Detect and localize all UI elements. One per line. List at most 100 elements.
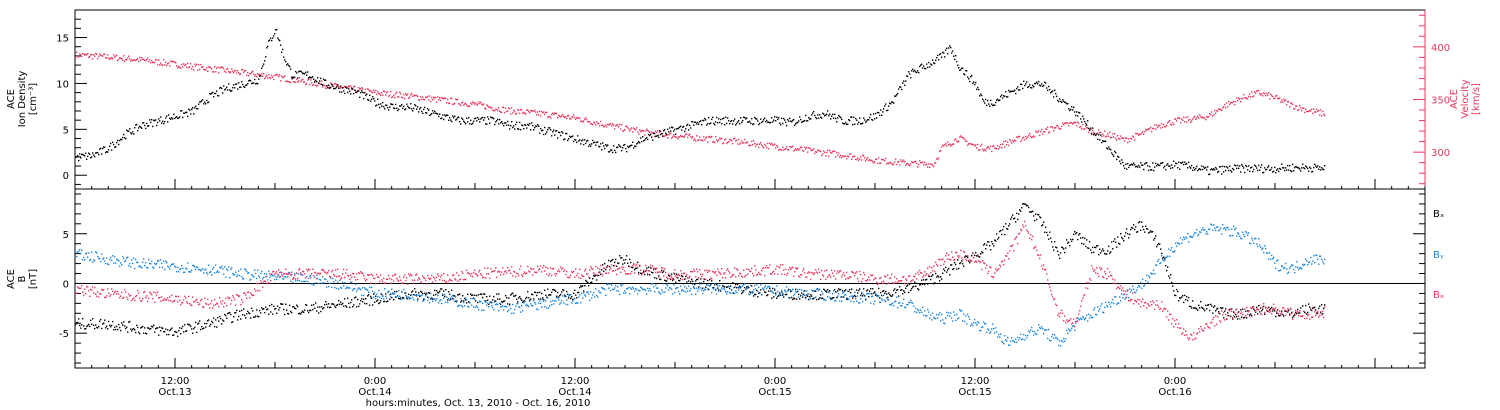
- velocity-point: [109, 58, 111, 60]
- density-point: [834, 113, 836, 115]
- bx-point: [644, 273, 646, 276]
- density-point: [152, 125, 154, 128]
- by-point: [385, 295, 387, 298]
- bx-point: [229, 311, 231, 314]
- velocity-point: [292, 76, 294, 78]
- density-point: [839, 115, 841, 118]
- density-point: [871, 118, 873, 121]
- density-point: [1165, 169, 1167, 171]
- velocity-point: [867, 157, 869, 159]
- bx-point: [658, 275, 660, 277]
- velocity-point: [1086, 127, 1088, 129]
- density-point: [367, 99, 369, 101]
- by-point: [1000, 333, 1002, 335]
- density-point: [439, 113, 441, 115]
- velocity-point: [975, 144, 977, 146]
- velocity-point: [1309, 109, 1311, 112]
- bx-point: [1028, 206, 1030, 209]
- bx-point: [1158, 242, 1160, 245]
- velocity-point: [1227, 106, 1229, 108]
- bx-point: [627, 262, 629, 264]
- velocity-point: [788, 149, 790, 151]
- bx-point: [334, 305, 336, 307]
- density-point: [406, 103, 408, 105]
- velocity-point: [539, 110, 541, 112]
- bx-point: [1095, 246, 1097, 249]
- density-point: [1042, 85, 1044, 88]
- velocity-point: [176, 65, 178, 67]
- velocity-point: [1093, 132, 1095, 134]
- bx-point: [649, 274, 651, 276]
- by-point: [157, 260, 159, 262]
- density-point: [976, 88, 978, 90]
- by-point: [803, 290, 805, 293]
- by-point: [1030, 329, 1032, 331]
- bx-point: [359, 303, 361, 305]
- by-point: [866, 293, 868, 295]
- by-point: [503, 309, 505, 311]
- velocity-point: [564, 116, 566, 119]
- bx-point: [293, 306, 295, 308]
- velocity-point: [1192, 118, 1194, 120]
- by-point: [282, 278, 284, 280]
- density-point: [267, 45, 269, 48]
- bx-point: [1126, 228, 1128, 230]
- density-point: [986, 104, 988, 107]
- by-point: [876, 294, 878, 296]
- bx-point: [1012, 214, 1014, 216]
- density-point: [1274, 166, 1276, 169]
- velocity-point: [1313, 108, 1315, 110]
- bx-point: [572, 298, 574, 300]
- density-point: [251, 82, 253, 85]
- by-point: [301, 281, 303, 283]
- density-point: [1317, 165, 1319, 167]
- density-point: [641, 140, 643, 143]
- by-point: [421, 294, 423, 297]
- velocity-point: [115, 55, 117, 57]
- velocity-point: [802, 149, 804, 152]
- velocity-point: [1000, 143, 1002, 146]
- by-point: [588, 293, 590, 295]
- density-point: [401, 104, 403, 106]
- density-point: [1021, 83, 1023, 86]
- bx-point: [606, 266, 608, 268]
- density-point: [744, 116, 746, 119]
- density-point: [281, 51, 283, 53]
- by-point: [132, 262, 134, 265]
- bx-point: [122, 324, 124, 326]
- bx-point: [1072, 238, 1074, 241]
- velocity-point: [720, 138, 722, 140]
- density-point: [1083, 118, 1085, 120]
- by-point: [712, 287, 714, 289]
- by-point: [116, 258, 118, 260]
- bx-point: [98, 325, 100, 328]
- density-point: [743, 116, 745, 118]
- bx-point: [552, 289, 554, 291]
- bx-point: [239, 310, 241, 312]
- velocity-point: [638, 133, 640, 135]
- velocity-point: [439, 97, 441, 99]
- velocity-point: [1221, 109, 1223, 112]
- density-point: [181, 110, 183, 112]
- density-point: [664, 129, 666, 131]
- bx-point: [646, 267, 648, 269]
- by-point: [628, 286, 630, 289]
- bx-point: [415, 291, 417, 293]
- density-point: [1133, 162, 1135, 164]
- density-point: [805, 114, 807, 117]
- bx-point: [1179, 297, 1181, 299]
- bx-point: [1140, 229, 1142, 231]
- bx-point: [1098, 253, 1100, 256]
- velocity-point: [794, 149, 796, 151]
- velocity-point: [262, 75, 264, 77]
- by-point: [516, 303, 518, 305]
- density-point: [80, 157, 82, 159]
- density-point: [1053, 96, 1055, 98]
- density-point: [623, 144, 625, 146]
- bx-point: [313, 304, 315, 306]
- bx-point: [865, 298, 867, 301]
- by-point: [705, 289, 707, 291]
- velocity-point: [524, 112, 526, 115]
- density-point: [995, 101, 997, 104]
- velocity-point: [1030, 135, 1032, 138]
